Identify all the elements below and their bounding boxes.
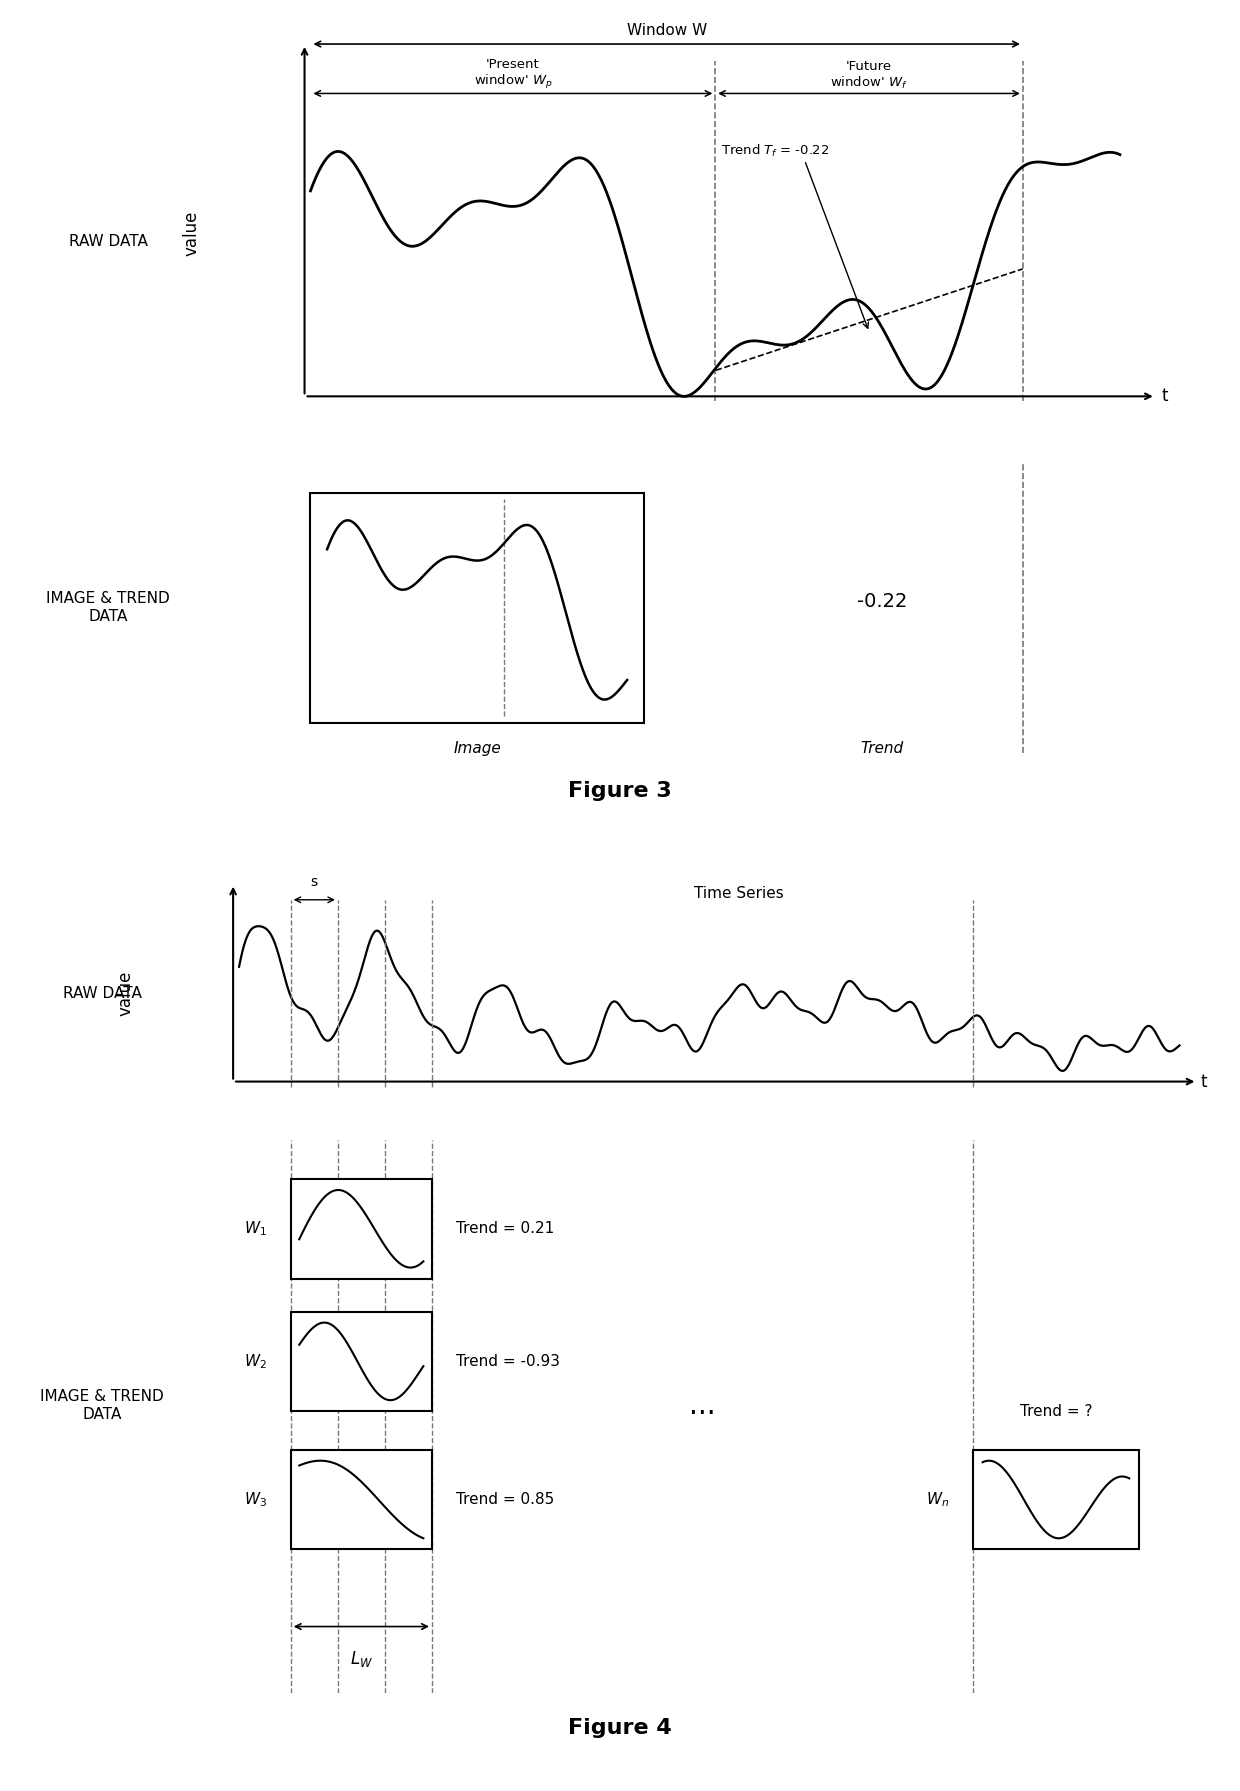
Text: t: t: [1162, 387, 1168, 405]
Text: Window W: Window W: [626, 23, 707, 38]
Text: value: value: [117, 971, 135, 1015]
Bar: [291, 1449, 432, 1549]
Text: Image: Image: [454, 741, 501, 756]
Text: t: t: [1200, 1073, 1208, 1091]
Text: $W_1$: $W_1$: [244, 1220, 267, 1238]
Text: 'Future
window' $W_f$: 'Future window' $W_f$: [831, 59, 908, 91]
Bar: [310, 493, 644, 722]
Text: Trend = 0.21: Trend = 0.21: [455, 1221, 554, 1236]
Bar: [291, 1178, 432, 1279]
Text: Trend = -0.93: Trend = -0.93: [455, 1354, 559, 1368]
Text: 'Present
window' $W_p$: 'Present window' $W_p$: [474, 57, 552, 91]
Text: Trend: Trend: [861, 741, 904, 756]
Bar: [291, 1311, 432, 1411]
Text: $W_3$: $W_3$: [244, 1490, 267, 1508]
Text: ...: ...: [689, 1392, 715, 1420]
Text: value: value: [182, 210, 201, 256]
Text: Time Series: Time Series: [694, 887, 784, 901]
Text: RAW DATA: RAW DATA: [63, 985, 141, 1001]
Text: Figure 4: Figure 4: [568, 1719, 672, 1739]
Text: s: s: [311, 876, 317, 888]
Text: -0.22: -0.22: [857, 593, 908, 611]
Text: RAW DATA: RAW DATA: [68, 235, 148, 249]
Text: Figure 3: Figure 3: [568, 781, 672, 801]
Text: IMAGE & TREND
DATA: IMAGE & TREND DATA: [46, 591, 170, 623]
Text: $W_n$: $W_n$: [926, 1490, 949, 1508]
Text: IMAGE & TREND
DATA: IMAGE & TREND DATA: [41, 1390, 164, 1422]
Bar: [972, 1449, 1140, 1549]
Text: Trend $T_f$ = -0.22: Trend $T_f$ = -0.22: [722, 143, 830, 159]
Text: Trend = 0.85: Trend = 0.85: [455, 1492, 554, 1506]
Text: $L_W$: $L_W$: [350, 1650, 373, 1669]
Text: $W_2$: $W_2$: [244, 1352, 267, 1370]
Text: Trend = ?: Trend = ?: [1019, 1404, 1092, 1418]
